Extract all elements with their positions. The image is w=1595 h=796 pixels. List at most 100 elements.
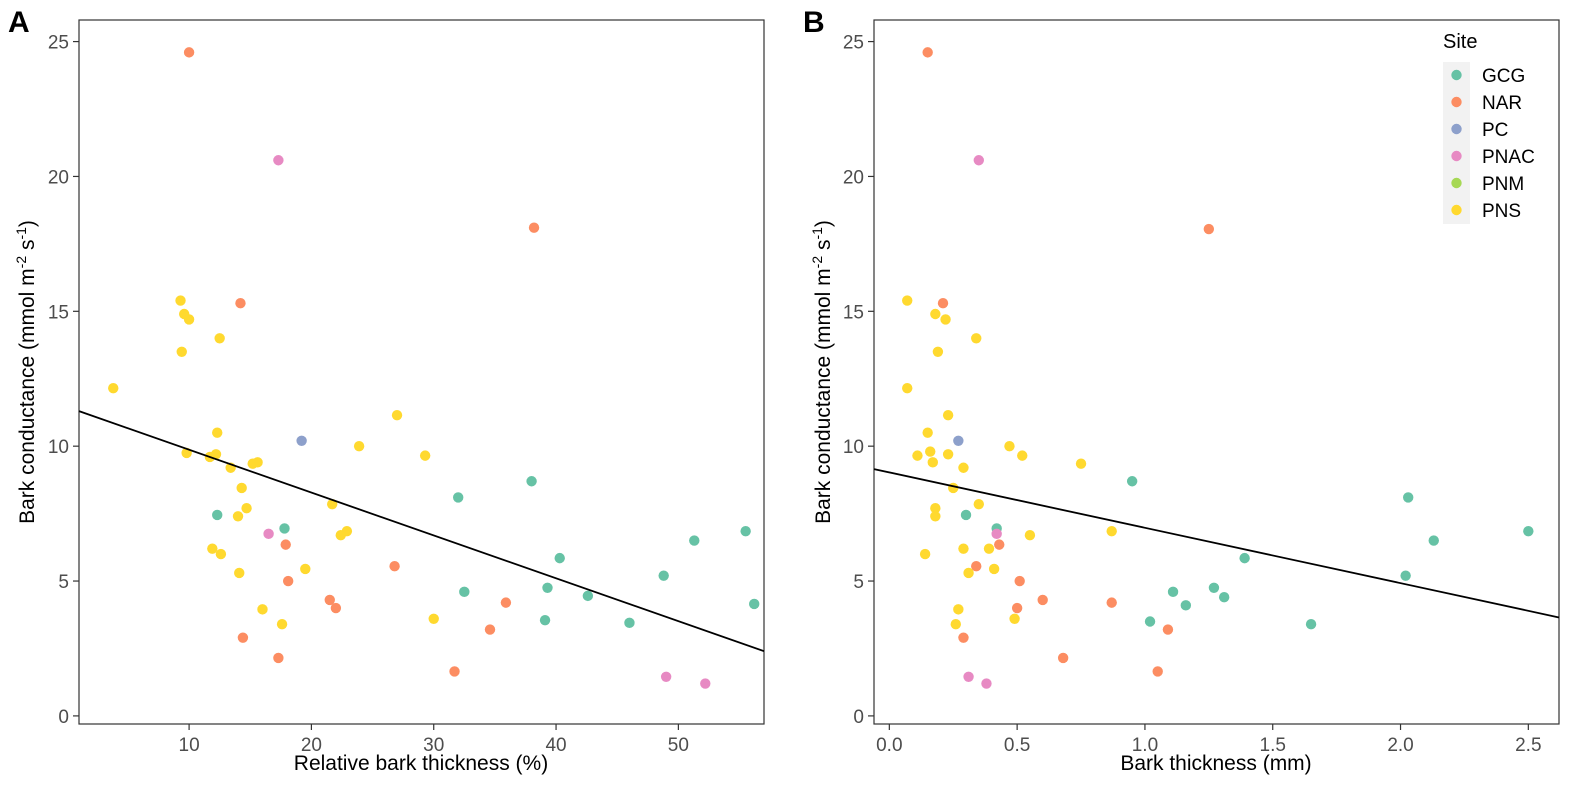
point-pns [971, 333, 982, 344]
point-nar [183, 47, 195, 58]
point-pns [925, 446, 936, 457]
point-nar [1057, 652, 1069, 664]
point-pns [902, 382, 913, 394]
point-gcg [1305, 618, 1317, 630]
point-pns [950, 618, 961, 630]
point-pns [958, 462, 969, 473]
point-pns [983, 543, 995, 554]
panel-b-x-tick-label: 2.5 [1515, 735, 1541, 756]
point-gcg [526, 476, 537, 487]
point-pns [912, 450, 923, 461]
point-pnac [660, 671, 672, 682]
point-pns [215, 548, 227, 560]
point-pns [176, 346, 187, 357]
point-nar [1011, 602, 1023, 614]
point-gcg [749, 598, 760, 610]
point-nar [922, 47, 933, 58]
legend-key-marker [1451, 123, 1462, 135]
point-pns [1004, 440, 1015, 452]
point-nar [958, 632, 969, 643]
panel-b-fit-line [873, 468, 1560, 619]
panel-b-y-tick-label: 25 [843, 33, 864, 54]
point-nar [994, 539, 1005, 550]
point-gcg [459, 586, 470, 598]
panel-b-x-tick-label: 0.0 [876, 735, 902, 756]
panel-a-y-tick-label: 0 [58, 707, 69, 728]
legend-key-marker [1451, 177, 1462, 189]
panel-a-x-tick-label: 10 [179, 735, 200, 756]
panel-a-y-tick-label: 15 [48, 302, 69, 323]
legend-label: PNAC [1482, 147, 1535, 168]
point-pns [214, 333, 225, 344]
point-gcg [1144, 616, 1156, 627]
point-pns [1024, 529, 1036, 541]
point-pns [963, 567, 974, 579]
panel-b-frame [873, 19, 1560, 725]
point-pns [1106, 525, 1117, 537]
panel-a-y-tick-label: 5 [58, 572, 69, 593]
point-gcg [279, 523, 290, 534]
legend-item-pnac: PNAC [1443, 143, 1535, 170]
point-pns [930, 511, 941, 522]
panel-b: B 0 5 10 15 20 25 0.0 0.5 1.0 1.5 2.0 2.5 Bark thi… [803, 6, 1560, 775]
panel-a-x-tick-label: 30 [423, 735, 444, 756]
point-nar [1162, 624, 1174, 635]
legend-label: NAR [1482, 93, 1522, 114]
panel-b-x-tick-label: 0.5 [1004, 735, 1030, 756]
legend-item-pc: PC [1443, 116, 1508, 143]
point-pnac [963, 671, 974, 682]
point-gcg [1402, 492, 1414, 503]
legend-label: PNS [1482, 201, 1521, 222]
point-pns [973, 498, 984, 510]
point-nar [449, 666, 460, 677]
point-pns [391, 409, 403, 421]
point-nar [273, 652, 284, 664]
point-pns [341, 525, 353, 537]
panel-a: A 0 5 10 15 20 25 10 20 30 40 50 Relative bark th… [8, 6, 765, 775]
point-pnac [263, 528, 274, 540]
panel-a-y-axis-title: Bark conductance (mmol m-2 s-1) [13, 220, 39, 524]
point-pns [207, 543, 218, 554]
point-nar [500, 597, 512, 608]
point-pns [919, 548, 931, 560]
point-pns [942, 409, 954, 421]
point-gcg [539, 614, 551, 626]
legend-key-marker [1451, 204, 1462, 216]
point-pns [1017, 450, 1028, 461]
point-pnac [273, 155, 284, 166]
point-pnac [981, 678, 992, 689]
legend-key-marker [1451, 96, 1462, 108]
panel-a-x-tick-label: 20 [301, 735, 322, 756]
point-gcg [689, 535, 700, 546]
point-gcg [658, 570, 669, 581]
panel-b-y-tick-label: 0 [853, 707, 864, 728]
point-gcg [1523, 525, 1534, 537]
point-gcg [582, 590, 594, 602]
point-pns [1075, 458, 1087, 469]
point-gcg [452, 492, 464, 503]
point-gcg [1126, 476, 1138, 487]
point-nar [282, 575, 294, 587]
point-pnac [700, 678, 711, 689]
point-pns [953, 604, 964, 615]
point-nar [330, 602, 342, 614]
point-nar [389, 561, 400, 572]
point-gcg [212, 509, 223, 521]
point-pns [257, 604, 268, 615]
point-nar [937, 298, 949, 309]
point-pns [902, 295, 913, 306]
panel-a-x-tick-label: 40 [545, 735, 566, 756]
panel-a-y-tick-label: 25 [48, 33, 69, 54]
panel-b-x-axis-title: Bark thickness (mm) [1120, 752, 1311, 775]
point-gcg [740, 525, 751, 537]
legend-item-nar: NAR [1443, 89, 1522, 116]
legend-item-pns: PNS [1443, 197, 1521, 224]
legend-label: PC [1482, 120, 1508, 141]
panel-a-y-axis: 0 5 10 15 20 25 [48, 33, 79, 728]
point-gcg [1218, 592, 1230, 603]
panel-b-letter: B [803, 6, 825, 39]
panel-a-x-axis: 10 20 30 40 50 [179, 724, 689, 756]
point-pns [276, 618, 288, 630]
